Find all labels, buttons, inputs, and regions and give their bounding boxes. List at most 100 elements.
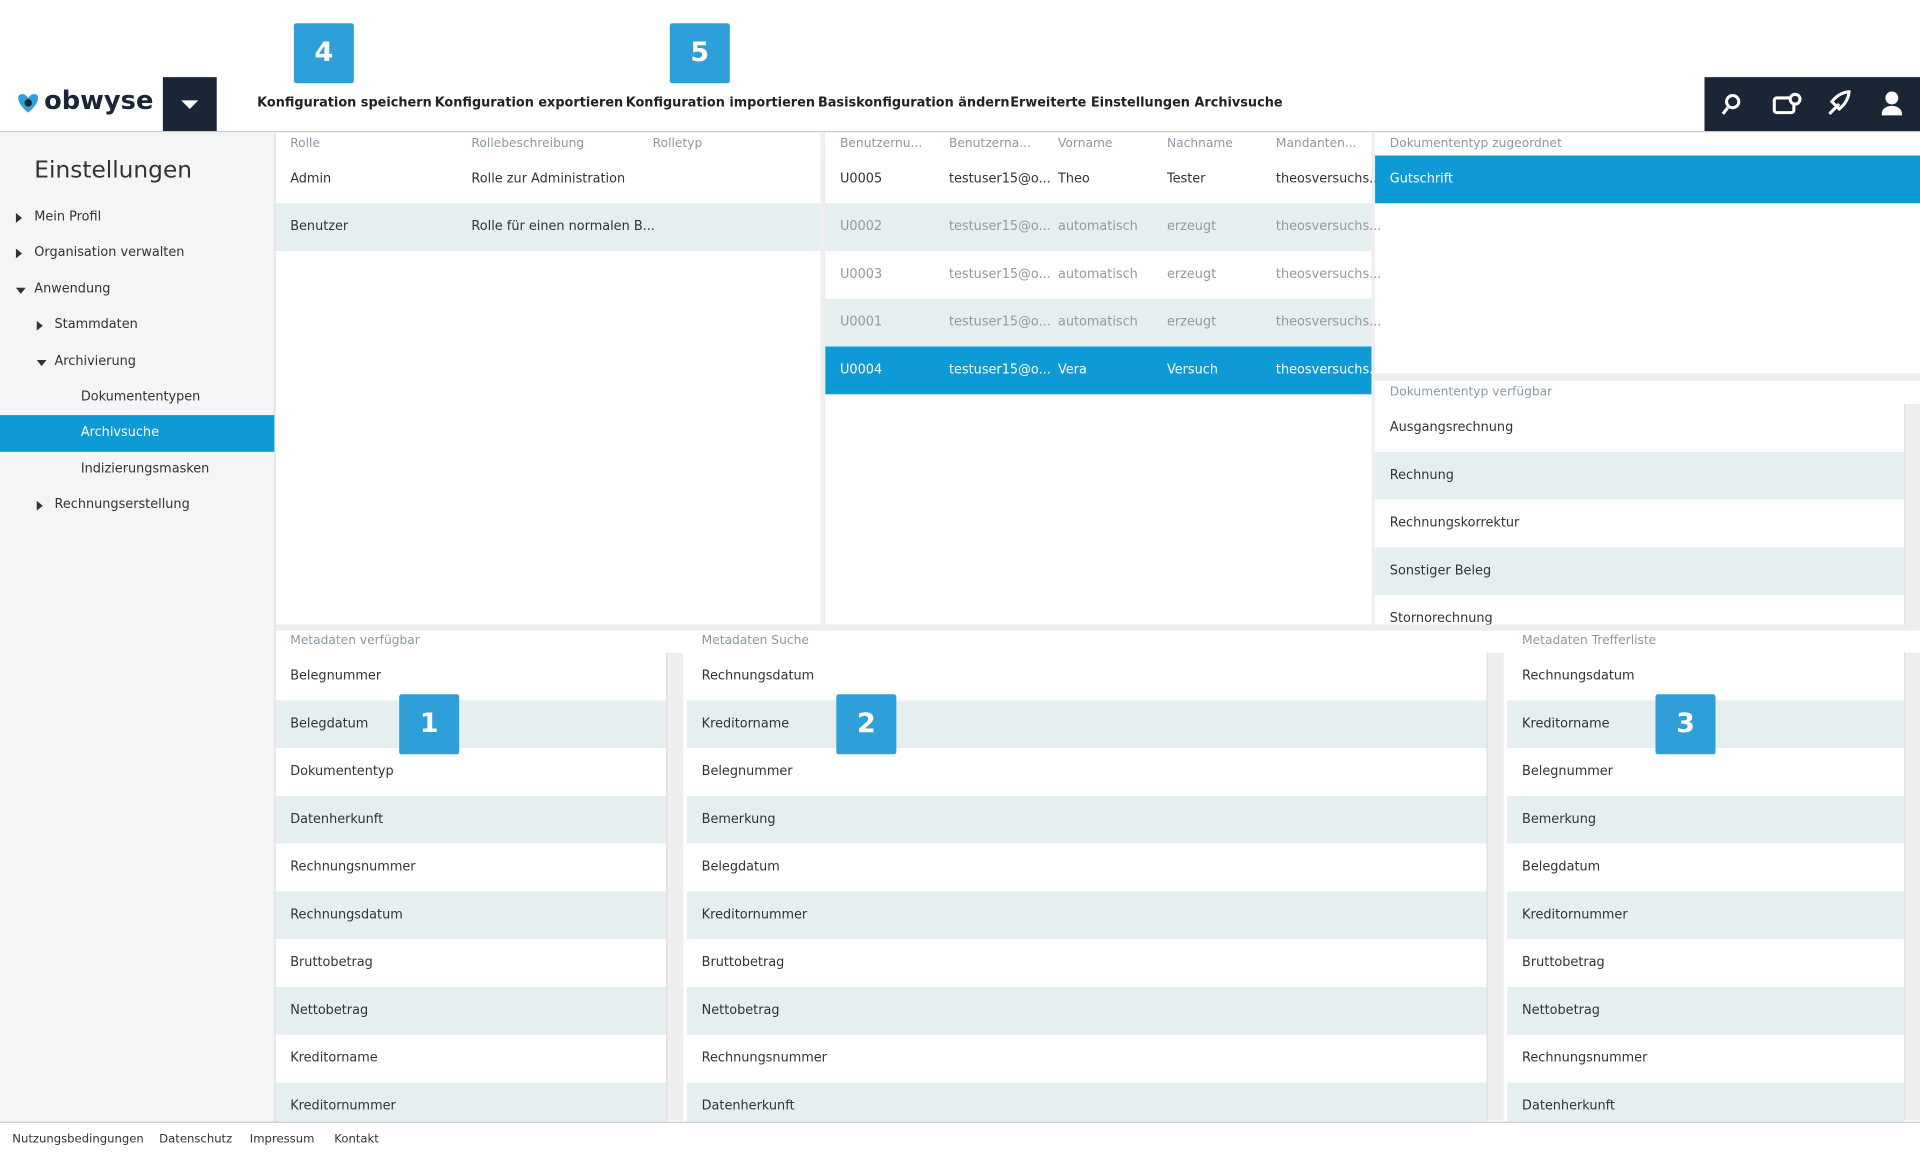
- toolbar-button[interactable]: Konfiguration importieren: [625, 95, 816, 111]
- row[interactable]: [1507, 843, 1905, 892]
- cell: Datenherkunft: [1522, 1098, 1615, 1114]
- header: [0, 0, 1920, 133]
- cell: Benutzer: [290, 219, 349, 234]
- footer-link[interactable]: Impressum: [249, 1132, 315, 1147]
- row[interactable]: [1375, 547, 1905, 596]
- toolbar-button[interactable]: Konfiguration speichern: [257, 95, 432, 111]
- cell: Theo: [1057, 171, 1090, 187]
- row[interactable]: [825, 251, 1372, 299]
- tree-item[interactable]: Indizierungsmasken: [80, 461, 210, 477]
- tree-arrow[interactable]: [36, 359, 46, 366]
- badge: 5: [669, 23, 730, 84]
- panel-header: Dokumententyp zugeordnet: [1389, 137, 1562, 151]
- row[interactable]: [275, 1034, 667, 1083]
- row[interactable]: [686, 843, 1487, 892]
- row[interactable]: [686, 891, 1487, 940]
- cell: Rolle zur Administration: [471, 171, 626, 187]
- row[interactable]: [275, 843, 667, 892]
- tree-item[interactable]: Rechnungserstellung: [54, 497, 190, 513]
- cell: theosversuchs...: [1275, 314, 1382, 330]
- row[interactable]: [825, 155, 1372, 204]
- tree-arrow[interactable]: [15, 213, 23, 223]
- cell: Bruttobetrag: [1522, 955, 1605, 970]
- column-header: Rolle: [290, 137, 320, 151]
- tree-item[interactable]: Anwendung: [34, 281, 111, 297]
- row[interactable]: [686, 795, 1487, 844]
- row[interactable]: [825, 203, 1372, 252]
- row[interactable]: [1507, 891, 1905, 940]
- row[interactable]: [1375, 499, 1905, 548]
- tree-item[interactable]: Stammdaten: [54, 317, 138, 333]
- footer-link[interactable]: Nutzungsbedingungen: [12, 1132, 144, 1147]
- row[interactable]: [1507, 748, 1905, 796]
- tree-item[interactable]: Mein Profil: [34, 209, 102, 225]
- cell: Rechnungsnummer: [701, 1050, 827, 1066]
- toolbar-button[interactable]: Erweiterte Einstellungen Archivsuche: [1010, 95, 1283, 111]
- footer-link[interactable]: Datenschutz: [159, 1132, 233, 1147]
- cell: Rolle für einen normalen B...: [471, 219, 655, 234]
- splitter[interactable]: [820, 132, 826, 625]
- row[interactable]: [825, 298, 1372, 347]
- tree-arrow[interactable]: [15, 249, 23, 259]
- cell: Dokumententyp: [290, 764, 394, 779]
- toolbar-button[interactable]: Basiskonfiguration ändern: [817, 95, 1010, 111]
- scrollbar[interactable]: [1904, 404, 1920, 625]
- tree-arrow[interactable]: [36, 321, 43, 331]
- cell: Nettobetrag: [290, 1002, 369, 1018]
- splitter[interactable]: [275, 624, 1920, 631]
- menu-dropdown[interactable]: [162, 77, 217, 132]
- cell: U0004: [840, 362, 883, 378]
- row[interactable]: [1507, 1034, 1905, 1083]
- cell: theosversuchs...: [1275, 219, 1382, 234]
- toolbar-button[interactable]: Konfiguration exportieren: [434, 95, 624, 111]
- splitter[interactable]: [1375, 373, 1920, 381]
- row[interactable]: [275, 203, 821, 252]
- tree-arrow[interactable]: [15, 287, 26, 294]
- row[interactable]: [275, 652, 667, 701]
- cell: testuser15@o...: [948, 219, 1051, 234]
- row[interactable]: [1507, 986, 1905, 1035]
- row[interactable]: [1375, 404, 1905, 452]
- row[interactable]: [686, 986, 1487, 1035]
- tree-item[interactable]: Organisation verwalten: [34, 245, 185, 261]
- cell: U0001: [840, 314, 883, 330]
- row[interactable]: [275, 700, 667, 749]
- row[interactable]: [1375, 451, 1905, 500]
- tree-arrow[interactable]: [36, 501, 43, 511]
- cell: automatisch: [1057, 266, 1138, 282]
- row[interactable]: [686, 1034, 1487, 1083]
- column-header: Benutzernu...: [840, 137, 923, 151]
- row[interactable]: [275, 795, 667, 844]
- selected-row[interactable]: [825, 346, 1372, 395]
- cell: Kreditornummer: [290, 1098, 396, 1114]
- selected-row[interactable]: [1375, 155, 1920, 204]
- cell: theosversuchs...: [1275, 362, 1382, 378]
- row[interactable]: [686, 700, 1487, 749]
- row[interactable]: [275, 155, 821, 204]
- row[interactable]: [686, 748, 1487, 796]
- scrollbar[interactable]: [1904, 652, 1920, 1121]
- splitter[interactable]: [1371, 132, 1376, 625]
- row[interactable]: [1507, 652, 1905, 701]
- row[interactable]: [275, 748, 667, 796]
- row[interactable]: [686, 652, 1487, 701]
- row[interactable]: [1507, 939, 1905, 987]
- logo: obwyse: [44, 85, 154, 116]
- row[interactable]: [686, 939, 1487, 987]
- tree-item[interactable]: Archivierung: [54, 353, 136, 369]
- tree-item[interactable]: Archivsuche: [80, 425, 159, 441]
- scrollbar[interactable]: [1486, 652, 1504, 1121]
- footer-link[interactable]: Kontakt: [334, 1132, 379, 1147]
- cell: Bemerkung: [701, 811, 776, 827]
- cell: Rechnung: [1389, 467, 1454, 483]
- row[interactable]: [275, 891, 667, 940]
- row[interactable]: [275, 939, 667, 987]
- row[interactable]: [275, 986, 667, 1035]
- scrollbar[interactable]: [666, 652, 684, 1121]
- row[interactable]: [1507, 795, 1905, 844]
- tree-item[interactable]: Dokumententypen: [80, 389, 201, 405]
- sidebar-title: Einstellungen: [34, 156, 193, 184]
- cell: Admin: [290, 171, 332, 187]
- cell: Kreditorname: [290, 1050, 378, 1066]
